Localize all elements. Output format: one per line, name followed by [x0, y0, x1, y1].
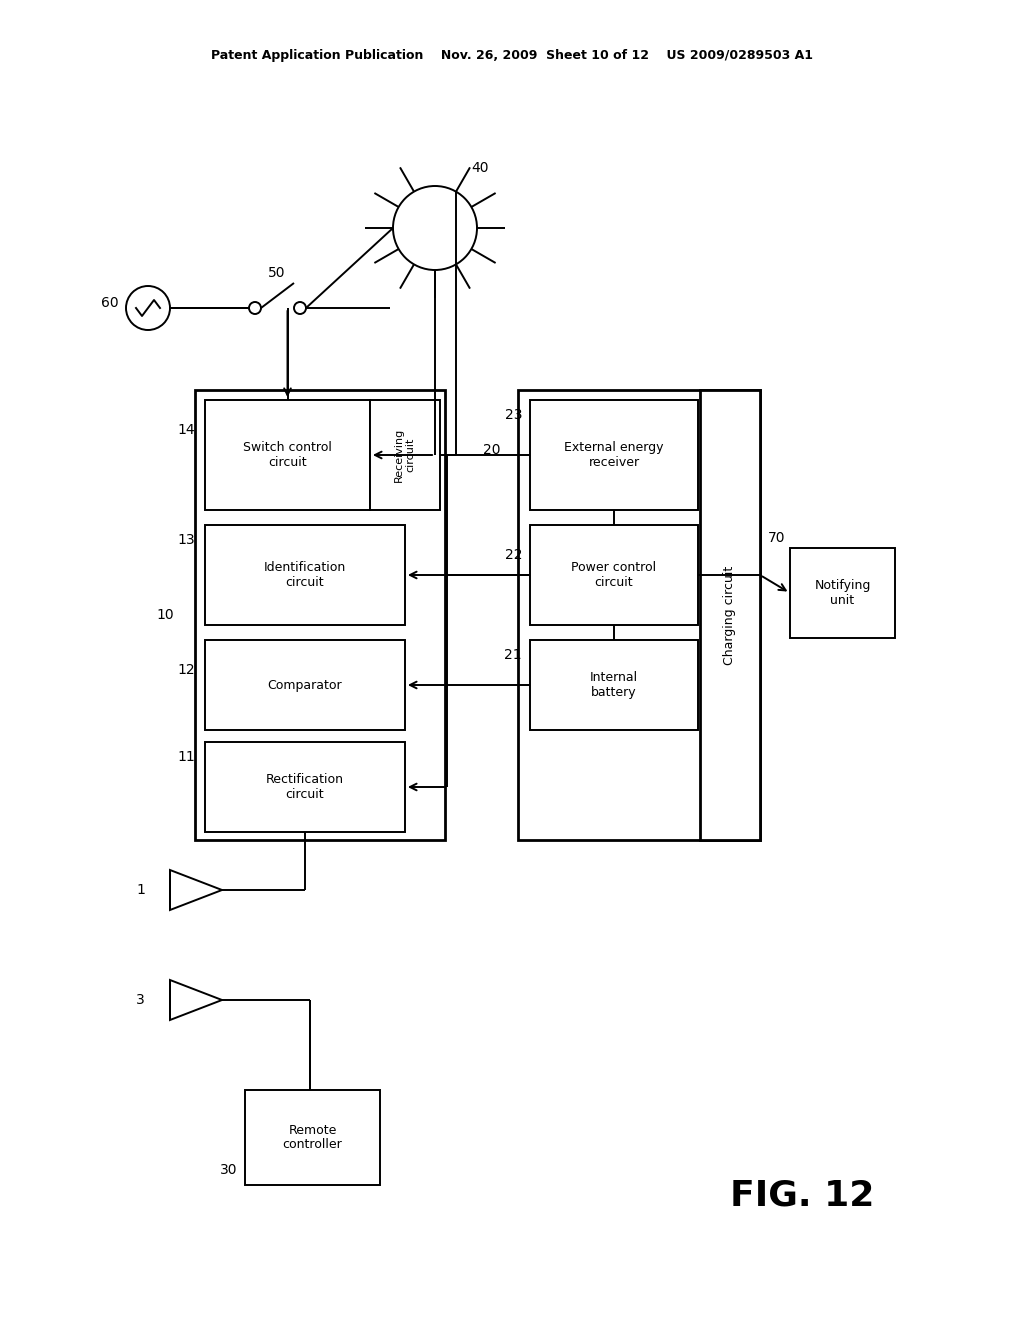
Text: Rectification
circuit: Rectification circuit — [266, 774, 344, 801]
Bar — [530, 400, 698, 510]
Text: 10: 10 — [157, 609, 174, 622]
Text: 1: 1 — [136, 883, 145, 898]
Text: Identification
circuit: Identification circuit — [264, 561, 346, 589]
Text: 21: 21 — [505, 648, 522, 663]
Text: 60: 60 — [101, 296, 119, 310]
Text: Receiving
circuit: Receiving circuit — [394, 428, 416, 482]
Text: 50: 50 — [268, 267, 286, 280]
Text: 3: 3 — [136, 993, 145, 1007]
Bar — [195, 389, 445, 840]
Text: Comparator: Comparator — [267, 678, 342, 692]
Text: Switch control
circuit: Switch control circuit — [243, 441, 332, 469]
Bar — [530, 640, 698, 730]
Bar — [370, 400, 440, 510]
Text: 11: 11 — [177, 750, 195, 764]
Text: Power control
circuit: Power control circuit — [571, 561, 656, 589]
Text: 40: 40 — [471, 161, 488, 176]
Text: Remote
controller: Remote controller — [283, 1123, 342, 1151]
Bar — [205, 742, 406, 832]
Text: Patent Application Publication    Nov. 26, 2009  Sheet 10 of 12    US 2009/02895: Patent Application Publication Nov. 26, … — [211, 49, 813, 62]
Bar — [790, 548, 895, 638]
Bar — [245, 1090, 380, 1185]
Text: External energy
receiver: External energy receiver — [564, 441, 664, 469]
Bar — [205, 640, 406, 730]
Text: 70: 70 — [768, 531, 785, 545]
Text: Notifying
unit: Notifying unit — [814, 579, 870, 607]
Bar — [700, 389, 760, 840]
Text: 20: 20 — [482, 444, 500, 457]
Text: Internal
battery: Internal battery — [590, 671, 638, 700]
Text: 23: 23 — [505, 408, 522, 422]
Text: FIG. 12: FIG. 12 — [730, 1177, 874, 1212]
Text: 12: 12 — [177, 663, 195, 677]
Text: 30: 30 — [219, 1163, 237, 1177]
Bar — [518, 389, 760, 840]
Text: 14: 14 — [177, 422, 195, 437]
Text: 22: 22 — [505, 548, 522, 562]
Bar — [530, 525, 698, 624]
Bar — [205, 400, 370, 510]
Text: Charging circuit: Charging circuit — [724, 565, 736, 665]
Bar — [205, 525, 406, 624]
Text: 13: 13 — [177, 533, 195, 546]
